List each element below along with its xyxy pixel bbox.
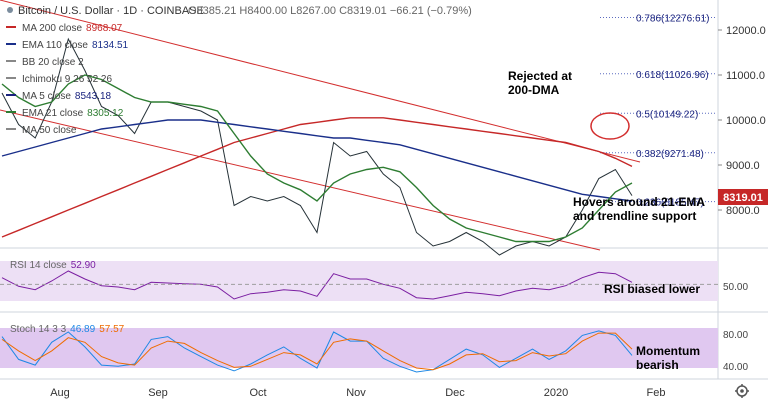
chart-title: Bitcoin / U.S. Dollar · 1D · COINBASE: [18, 5, 204, 17]
series-ema-21-close: [1, 74, 633, 243]
legend-label: Ichimoku 9 26 52 26: [22, 74, 112, 85]
annotation-hovers: Hovers around 21-EMA and trendline suppor…: [573, 195, 705, 223]
series-ma-200-close: [1, 117, 633, 238]
price-badge: [718, 189, 768, 205]
series-ema-110-close: [1, 119, 633, 202]
legend-swatch: [6, 60, 16, 62]
legend-swatch: [6, 43, 16, 45]
rsi-series: [0, 270, 718, 300]
x-tick-label: Nov: [346, 387, 366, 399]
x-tick-label: Sep: [148, 387, 168, 399]
fib-label: 0.236(8185.47): [636, 198, 704, 209]
rsi-line: [1, 270, 633, 300]
legend-label: BB 20 close 2: [22, 57, 84, 68]
rsi-tick: 50.00: [723, 282, 748, 293]
fib-levels: 0.786(12276.61) 0.618(11026.96) 0.5(10149.…: [600, 14, 716, 209]
fib-label: 0.618(11026.96): [636, 70, 709, 81]
legend-label: MA 50 close: [22, 125, 77, 136]
rsi-band: [0, 261, 718, 301]
stoch-label: Stoch 14 3 3 46.89 57.57: [10, 324, 125, 335]
annotation-rejected: Rejected at 200-DMA: [508, 69, 572, 97]
stoch-k-line: [1, 330, 633, 373]
y-tick-label: 8000.0: [726, 205, 760, 217]
annotation-stoch: Momentum bearish: [636, 344, 700, 372]
ohlc-readout: O8385.21 H8400.00 L8267.00 C8319.01 −66.…: [188, 5, 472, 17]
x-tick-label: 2020: [544, 387, 568, 399]
legend-label: MA 5 close 8543.18: [22, 91, 112, 102]
fib-label: 0.5(10149.22): [636, 109, 698, 120]
legend-swatch: [6, 26, 16, 28]
y-tick-label: 12000.0: [726, 25, 766, 37]
time-axis: Aug Sep Oct Nov Dec 2020 Feb: [50, 387, 665, 399]
legend-label: EMA 21 close 8305.12: [22, 108, 124, 119]
symbol-dot-icon: [7, 7, 13, 13]
legend-swatch: [6, 128, 16, 130]
legend-swatch: [6, 94, 16, 96]
legend-value: 8968.07: [86, 23, 123, 34]
legend-swatch: [6, 111, 16, 113]
y-tick-label: 11000.0: [726, 70, 765, 82]
price-badge-value: 8319.01: [723, 192, 763, 204]
x-tick-label: Aug: [50, 387, 70, 399]
indicator-legend: MA 200 close 8968.07 EMA 110 close 8134.51 B…: [6, 23, 129, 136]
series-close: [1, 37, 633, 256]
x-tick-label: Dec: [445, 387, 465, 399]
x-tick-label: Oct: [249, 387, 266, 399]
stoch-band: [0, 328, 718, 368]
gear-icon[interactable]: [735, 384, 749, 398]
fib-label: 0.382(9271.48): [636, 149, 704, 160]
stoch-d-line: [1, 332, 633, 371]
y-tick-label: 9000.0: [726, 160, 760, 172]
stoch-series: [1, 330, 633, 373]
legend-label: MA 200 close 8968.07: [22, 23, 123, 34]
rejection-circle: [590, 112, 630, 140]
fib-label: 0.786(12276.61): [636, 14, 709, 25]
stoch-tick-40: 40.00: [723, 362, 748, 373]
legend-value: 8543.18: [75, 91, 112, 102]
legend-value: 8134.51: [92, 40, 129, 51]
price-axis: 12000.0 11000.0 10000.0 9000.0 8000.0: [718, 25, 766, 217]
annotation-rsi: RSI biased lower: [604, 282, 700, 296]
rsi-label: RSI 14 close 52.90: [10, 260, 96, 271]
legend-label: EMA 110 close 8134.51: [22, 40, 129, 51]
legend-value: 8305.12: [87, 108, 124, 119]
price-series: [1, 37, 633, 256]
x-tick-label: Feb: [647, 387, 666, 399]
legend-swatch: [6, 77, 16, 79]
stoch-tick-80: 80.00: [723, 330, 748, 341]
trend-channel[interactable]: [0, 0, 641, 251]
y-tick-label: 10000.0: [726, 115, 766, 127]
